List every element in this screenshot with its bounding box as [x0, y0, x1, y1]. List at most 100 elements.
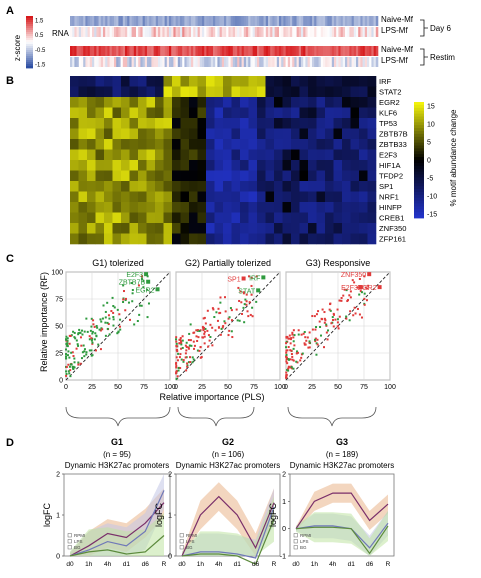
heatmap-cell [87, 139, 96, 150]
heatmap-cell [308, 97, 317, 108]
heatmap-cell [268, 16, 271, 26]
scatter-point [124, 297, 127, 300]
heatmap-cell [95, 191, 105, 203]
heatmap-cell [112, 128, 122, 140]
scatter-point [358, 293, 361, 296]
heatmap-cell [215, 27, 218, 37]
heatmap-cell [291, 76, 300, 87]
gene-label: CREB1 [379, 214, 404, 223]
scatter-point [100, 320, 103, 323]
heatmap-cell [155, 97, 164, 108]
heatmap-cell [121, 191, 130, 203]
heatmap-cell [342, 57, 346, 67]
heatmap-cell [351, 16, 355, 26]
highlight-point [261, 275, 266, 280]
heatmap-cell [265, 16, 269, 26]
heatmap-cell [298, 27, 302, 37]
heatmap-cell [180, 191, 190, 203]
heatmap-cell [265, 107, 275, 119]
heatmap-cell [112, 223, 122, 234]
scatter-point [179, 338, 182, 341]
heatmap-cell [206, 128, 215, 140]
heatmap-cell [206, 139, 215, 150]
y-axis-label: logFC [42, 503, 52, 528]
heatmap-cell [92, 27, 95, 37]
heatmap-cell [191, 16, 194, 26]
heatmap-cell [359, 118, 368, 129]
colorbar-tick-label: 1.5 [35, 19, 44, 25]
panel-a: A 1.50.5-0.5-1.5 z-score RNA Naive-Mf LP… [6, 5, 455, 69]
scatter-point [304, 343, 307, 346]
scatter-point [356, 286, 359, 289]
series-line [69, 535, 165, 557]
heatmap-cell [206, 97, 215, 108]
confidence-band [182, 496, 274, 556]
heatmap-cell [136, 46, 139, 56]
heatmap-cell [223, 149, 232, 161]
heatmap-cell [274, 212, 283, 224]
colorbar-segment [26, 30, 33, 33]
heatmap-cell [338, 46, 341, 56]
heatmap-cell [248, 16, 251, 26]
scatter-point [184, 344, 187, 347]
scatter-point [140, 304, 143, 307]
heatmap-cell [125, 46, 128, 56]
heatmap-cell [95, 76, 105, 87]
heatmap-cell [274, 202, 283, 213]
heatmap-cell [270, 27, 273, 37]
heatmap-cell [282, 139, 292, 150]
heatmap-cell [213, 16, 216, 26]
legend-label: RPMI [74, 533, 85, 538]
heatmap-cell [221, 46, 225, 56]
heatmap-cell [189, 170, 198, 182]
x-tick-label: 0 [174, 384, 178, 391]
heatmap-cell [155, 202, 164, 213]
group-name: G3 [336, 437, 348, 447]
heatmap-cell [223, 160, 232, 171]
heatmap-cell [70, 223, 79, 234]
heatmap-cell [230, 46, 234, 56]
heatmap-cell [202, 16, 205, 26]
heatmap-cell [342, 223, 351, 234]
heatmap-cell [279, 27, 282, 37]
gene-label: HIF1A [379, 161, 401, 170]
heatmap-cell [367, 160, 377, 171]
colorbar-segment [414, 119, 424, 123]
colorbar-tick-label: -1.5 [35, 63, 46, 69]
heatmap-cell [121, 107, 130, 119]
heatmap-cell [197, 76, 207, 87]
heatmap-cell [87, 46, 91, 56]
scatter-point [106, 321, 109, 324]
heatmap-cell [276, 27, 280, 37]
heatmap-cell [180, 212, 190, 224]
heatmap-cell [138, 149, 147, 161]
heatmap-cell [367, 76, 377, 87]
scatter-point [180, 343, 183, 346]
x-tick-label: d1 [123, 561, 131, 568]
heatmap-cell [83, 16, 86, 26]
heatmap-cell [276, 57, 280, 67]
series-line [181, 495, 275, 557]
scatter-point [189, 323, 192, 326]
heatmap-cell [248, 27, 251, 37]
heatmap-cell [169, 46, 172, 56]
heatmap-cell [163, 223, 173, 234]
scatter-point [89, 329, 92, 332]
heatmap-cell [325, 57, 328, 67]
scatter-point [65, 374, 68, 377]
heatmap-cell [121, 128, 130, 140]
panel-c: C Relative importance (RF) Relative impo… [6, 253, 396, 427]
heatmap-cell [214, 191, 224, 203]
scatter-point [191, 361, 194, 364]
heatmap-cell [129, 212, 139, 224]
heatmap-cell [281, 27, 284, 37]
heatmap-cell [172, 181, 181, 192]
x-tick-label: 1h [85, 561, 93, 568]
heatmap-cell [107, 57, 110, 67]
scatter-point [315, 313, 318, 316]
heatmap-cell [240, 160, 249, 171]
scatter-point [185, 369, 188, 372]
scatter-point [131, 289, 134, 292]
scatter-point [72, 330, 75, 333]
scatter-point [96, 326, 99, 329]
